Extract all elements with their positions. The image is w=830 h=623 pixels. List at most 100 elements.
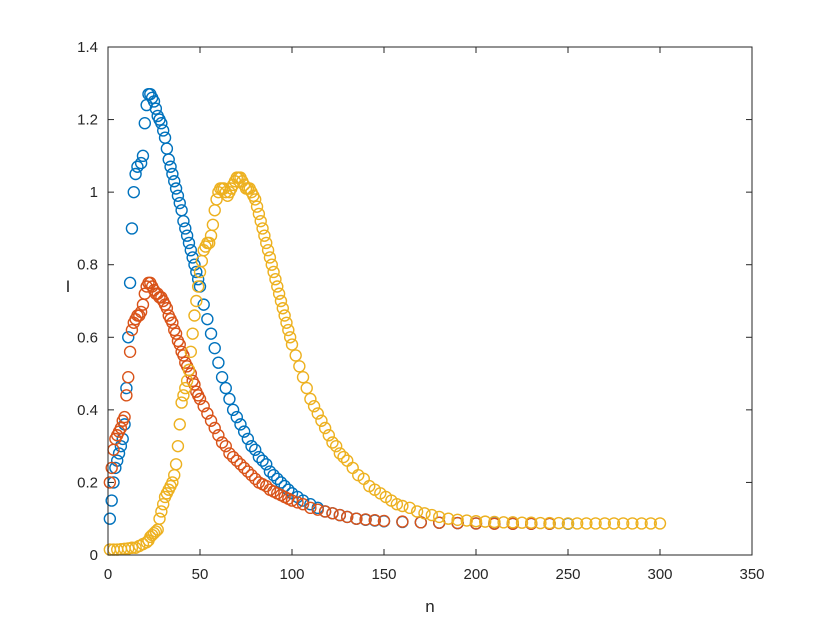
data-point [261, 243, 275, 257]
data-point [607, 517, 621, 530]
data-point [396, 499, 409, 513]
data-point [105, 461, 118, 475]
data-point [333, 447, 347, 460]
data-point [252, 450, 266, 464]
data-point [164, 160, 177, 173]
data-point [134, 305, 148, 319]
data-point [237, 461, 251, 475]
data-point [191, 273, 205, 286]
data-point [131, 160, 144, 173]
data-point [210, 193, 223, 206]
data-point [307, 400, 321, 413]
data-point [190, 294, 203, 308]
data-point [368, 513, 381, 527]
data-point [215, 436, 229, 449]
data-point [171, 189, 185, 202]
data-point [103, 476, 117, 489]
data-point [219, 381, 232, 395]
data-point [188, 309, 201, 322]
data-point [506, 516, 519, 529]
data-point [123, 345, 137, 358]
data-point [123, 276, 137, 290]
x-tick-label: 200 [463, 566, 488, 583]
y-tick-label: 1 [90, 184, 98, 201]
data-point [285, 338, 299, 351]
data-point [118, 410, 131, 424]
data-point [271, 280, 284, 293]
data-point [177, 214, 190, 228]
data-point [173, 196, 186, 210]
data-point [129, 167, 142, 181]
data-point [552, 516, 565, 530]
data-point [149, 102, 163, 115]
data-point [125, 222, 139, 235]
data-point [479, 515, 492, 528]
data-point [208, 341, 221, 355]
data-point [256, 454, 269, 467]
data-point [168, 175, 181, 188]
data-point [162, 153, 175, 166]
data-point [147, 527, 161, 540]
data-point [136, 149, 150, 163]
series-2 [103, 276, 556, 530]
x-tick-label: 300 [647, 566, 672, 583]
data-point [258, 229, 271, 242]
data-point [208, 421, 221, 435]
data-point [272, 287, 286, 300]
data-point [359, 513, 372, 526]
data-point [635, 517, 648, 530]
data-point [304, 501, 317, 515]
data-point [186, 327, 199, 340]
data-point [122, 331, 135, 344]
x-axis-ticks: 0 50 100 150 200 250 300 350 [104, 47, 765, 583]
data-point [260, 236, 273, 250]
data-point [234, 418, 247, 431]
data-point [122, 371, 135, 384]
data-point [230, 410, 244, 424]
data-point [169, 182, 183, 195]
data-point [226, 450, 240, 464]
data-point [179, 222, 192, 235]
data-point [160, 302, 174, 315]
data-point [120, 389, 133, 402]
data-point [571, 517, 584, 530]
data-point [350, 512, 363, 525]
data-point [197, 400, 210, 413]
data-point [329, 439, 343, 453]
data-point [180, 229, 194, 242]
data-point [206, 218, 220, 232]
data-point [326, 507, 339, 520]
data-point [204, 327, 218, 340]
data-point [271, 472, 284, 485]
data-point [193, 392, 207, 406]
data-point [230, 454, 244, 467]
data-point [311, 503, 324, 516]
data-point [333, 508, 347, 522]
y-tick-label: 0.4 [77, 402, 98, 419]
data-point [260, 458, 273, 471]
data-point [341, 510, 354, 524]
data-point [202, 236, 216, 250]
data-point [289, 349, 302, 362]
data-point [418, 507, 431, 520]
data-point [201, 312, 214, 326]
data-point [149, 525, 163, 538]
data-point [390, 498, 404, 511]
data-point [300, 381, 313, 395]
data-point [204, 414, 218, 427]
data-point [245, 439, 258, 453]
data-point [147, 95, 161, 108]
data-point [274, 476, 288, 489]
data-point [269, 273, 282, 286]
data-point [322, 429, 335, 442]
data-point [403, 501, 416, 515]
data-point [241, 432, 255, 446]
data-point [201, 407, 214, 420]
data-point [410, 505, 424, 518]
data-point [173, 418, 186, 431]
data-point [134, 156, 148, 170]
data-point [451, 513, 464, 526]
data-point [337, 450, 350, 464]
data-point [103, 512, 117, 525]
